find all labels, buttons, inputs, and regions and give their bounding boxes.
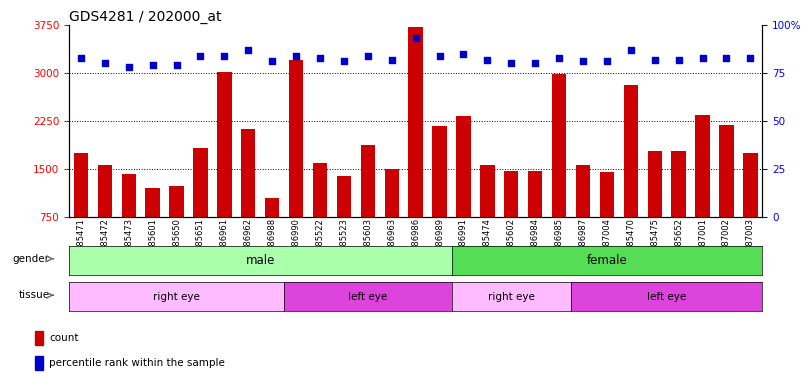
Point bbox=[337, 58, 350, 65]
Text: percentile rank within the sample: percentile rank within the sample bbox=[49, 358, 225, 368]
Bar bbox=[719, 125, 734, 217]
Bar bbox=[457, 116, 470, 217]
Point bbox=[744, 55, 757, 61]
Point bbox=[266, 58, 279, 65]
Point bbox=[98, 60, 111, 66]
Text: left eye: left eye bbox=[647, 291, 686, 302]
Text: GDS4281 / 202000_at: GDS4281 / 202000_at bbox=[69, 10, 221, 24]
Bar bbox=[409, 27, 423, 217]
Point bbox=[481, 56, 494, 63]
Bar bbox=[193, 148, 208, 217]
Point bbox=[696, 55, 709, 61]
Bar bbox=[169, 186, 184, 217]
Bar bbox=[241, 129, 255, 217]
Bar bbox=[695, 115, 710, 217]
Bar bbox=[624, 85, 638, 217]
Point bbox=[290, 53, 303, 59]
Point bbox=[504, 60, 517, 66]
Point bbox=[720, 55, 733, 61]
Bar bbox=[528, 171, 543, 217]
Bar bbox=[672, 151, 686, 217]
Text: left eye: left eye bbox=[348, 291, 388, 302]
Bar bbox=[480, 165, 495, 217]
Point bbox=[410, 35, 423, 41]
Bar bbox=[122, 174, 136, 217]
Point bbox=[194, 53, 207, 59]
Bar bbox=[337, 176, 351, 217]
Text: right eye: right eye bbox=[488, 291, 534, 302]
Point bbox=[552, 55, 565, 61]
Point bbox=[75, 55, 88, 61]
Point bbox=[218, 53, 231, 59]
Point bbox=[170, 62, 183, 68]
Point bbox=[600, 58, 613, 65]
Point bbox=[314, 55, 327, 61]
Bar bbox=[97, 165, 112, 217]
Bar bbox=[35, 331, 43, 345]
Bar bbox=[35, 356, 43, 370]
Bar bbox=[313, 162, 327, 217]
Point bbox=[433, 53, 446, 59]
Bar bbox=[432, 126, 447, 217]
Bar bbox=[384, 169, 399, 217]
Bar bbox=[552, 74, 566, 217]
Text: count: count bbox=[49, 333, 79, 343]
Point bbox=[122, 64, 135, 70]
Bar bbox=[289, 60, 303, 217]
Text: right eye: right eye bbox=[153, 291, 200, 302]
Bar bbox=[217, 72, 231, 217]
Point bbox=[362, 53, 375, 59]
Bar bbox=[576, 165, 590, 217]
Bar bbox=[361, 145, 375, 217]
Text: female: female bbox=[586, 254, 627, 266]
Text: male: male bbox=[246, 254, 275, 266]
Text: tissue: tissue bbox=[19, 290, 49, 300]
Point bbox=[529, 60, 542, 66]
Point bbox=[146, 62, 159, 68]
Point bbox=[648, 56, 661, 63]
Bar bbox=[504, 171, 518, 217]
Text: gender: gender bbox=[13, 254, 49, 264]
Point bbox=[385, 56, 398, 63]
Bar bbox=[265, 198, 279, 217]
Bar bbox=[145, 188, 160, 217]
Bar bbox=[743, 153, 757, 217]
Bar bbox=[600, 172, 614, 217]
Point bbox=[624, 47, 637, 53]
Bar bbox=[74, 153, 88, 217]
Point bbox=[457, 51, 470, 57]
Point bbox=[242, 47, 255, 53]
Bar bbox=[647, 151, 662, 217]
Point bbox=[672, 56, 685, 63]
Point bbox=[577, 58, 590, 65]
